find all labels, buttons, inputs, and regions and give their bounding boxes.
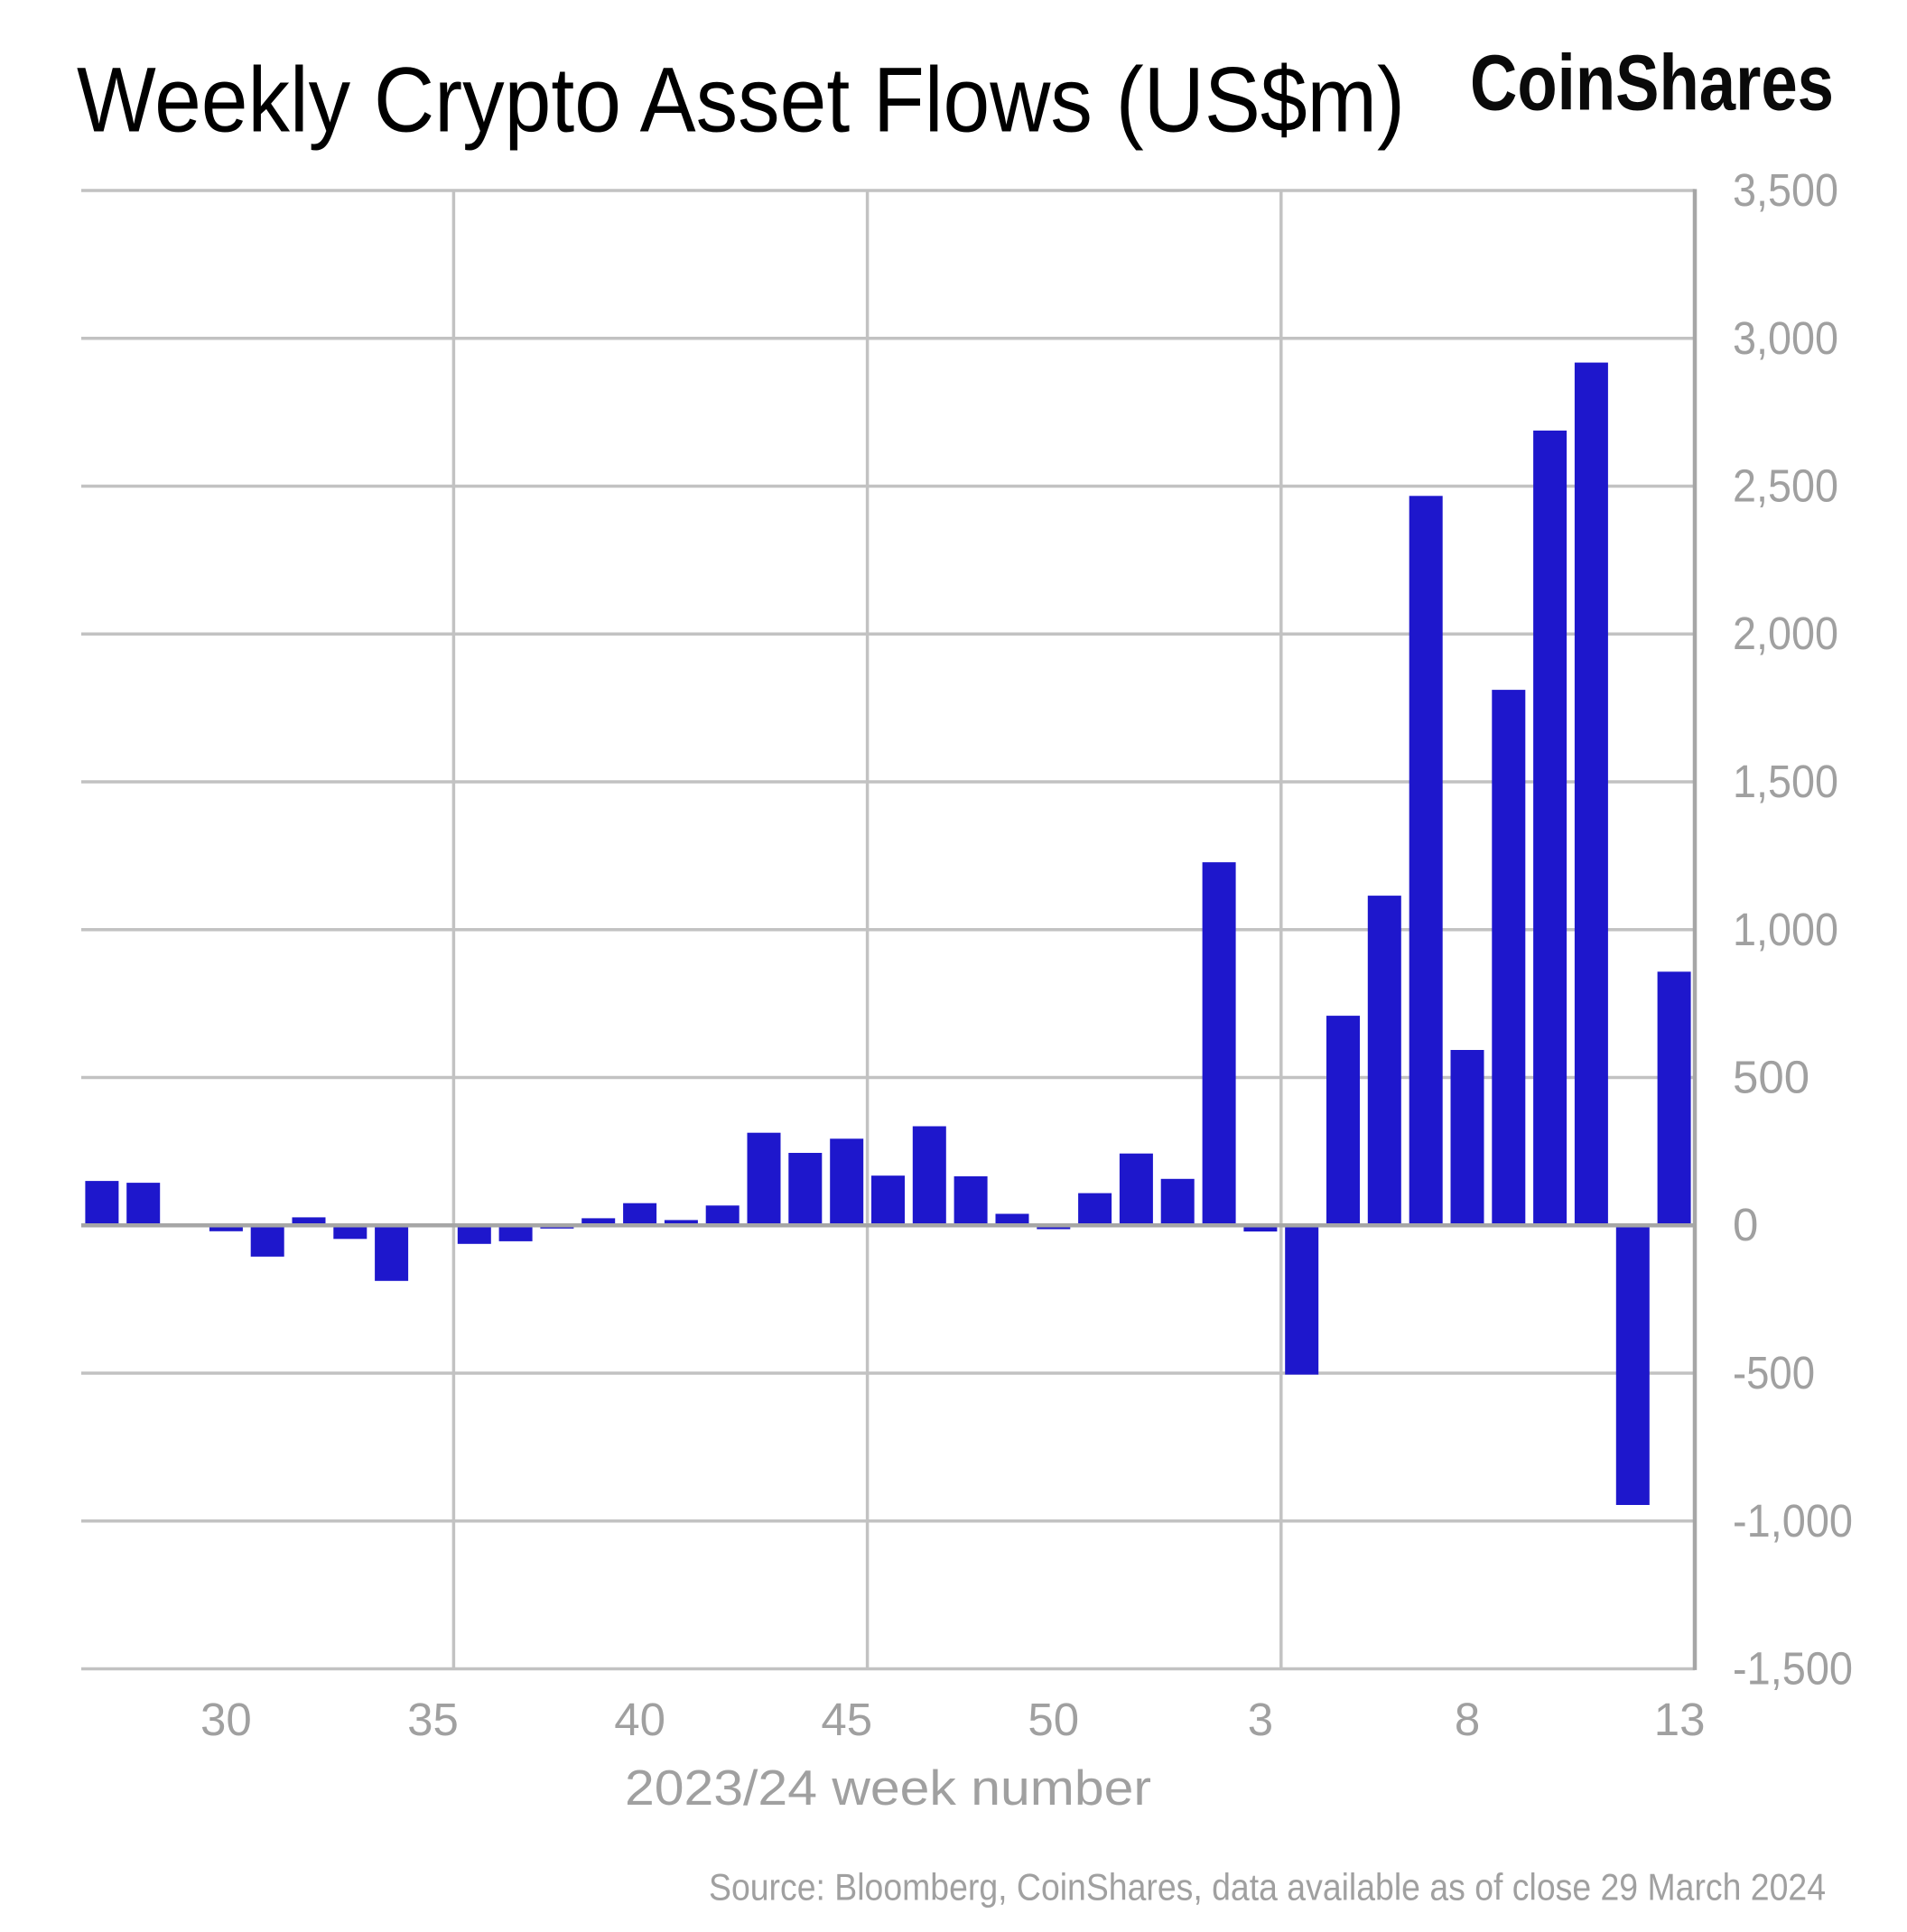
svg-text:50: 50: [1028, 1694, 1079, 1745]
svg-text:45: 45: [821, 1694, 872, 1745]
svg-text:500: 500: [1733, 1052, 1809, 1103]
svg-text:35: 35: [407, 1694, 459, 1745]
svg-text:30: 30: [200, 1694, 252, 1745]
svg-text:3,500: 3,500: [1733, 164, 1838, 216]
svg-text:2023/24 week number: 2023/24 week number: [625, 1760, 1151, 1816]
svg-text:-500: -500: [1733, 1347, 1815, 1398]
svg-text:Source: Bloomberg, CoinShares,: Source: Bloomberg, CoinShares, data avai…: [709, 1866, 1826, 1909]
svg-text:1,000: 1,000: [1733, 904, 1838, 955]
svg-text:40: 40: [614, 1694, 665, 1745]
svg-text:2,500: 2,500: [1733, 460, 1838, 512]
svg-text:13: 13: [1654, 1694, 1706, 1745]
svg-text:1,500: 1,500: [1733, 756, 1838, 807]
svg-text:Weekly Crypto Asset Flows (US$: Weekly Crypto Asset Flows (US$m): [77, 48, 1405, 151]
svg-text:-1,500: -1,500: [1733, 1643, 1853, 1695]
svg-text:8: 8: [1455, 1694, 1480, 1745]
svg-text:3,000: 3,000: [1733, 312, 1838, 364]
svg-text:0: 0: [1733, 1199, 1758, 1250]
svg-text:3: 3: [1248, 1694, 1273, 1745]
svg-text:2,000: 2,000: [1733, 608, 1838, 659]
svg-text:CoinShares: CoinShares: [1470, 39, 1834, 126]
svg-text:-1,000: -1,000: [1733, 1495, 1853, 1547]
